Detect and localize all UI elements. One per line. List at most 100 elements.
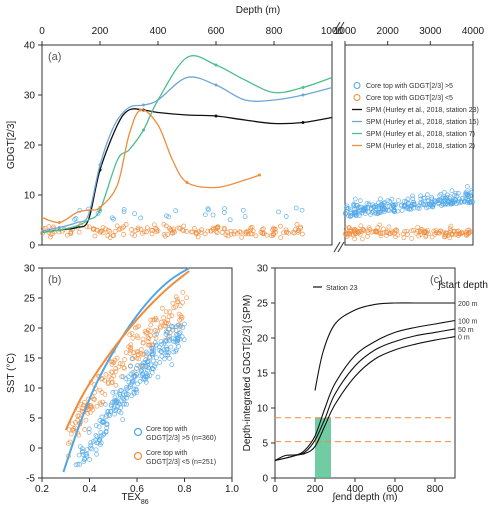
core-top-lt5-point bbox=[392, 228, 398, 234]
core-top-lt5-point bbox=[386, 224, 392, 230]
core-top-gt5-point bbox=[467, 200, 473, 206]
core-top-gt5-point bbox=[159, 341, 164, 347]
spm-line bbox=[41, 55, 333, 234]
core-top-gt5-point bbox=[395, 198, 401, 203]
core-top-lt5-point bbox=[202, 231, 208, 237]
core-top-gt5-point bbox=[399, 202, 405, 208]
core-top-lt5-point bbox=[107, 228, 113, 234]
panel-a-ylabel: GDGT[2/3] bbox=[6, 121, 17, 170]
core-top-gt5-point bbox=[424, 205, 430, 211]
core-top-gt5-point bbox=[94, 451, 99, 457]
core-top-gt5-point bbox=[149, 352, 155, 358]
core-top-lt5-point bbox=[358, 223, 364, 229]
core-top-gt5-point bbox=[369, 210, 375, 216]
core-top-lt5-point bbox=[409, 228, 414, 234]
core-top-gt5-point bbox=[93, 433, 99, 438]
legend-entry-label: Core top with bbox=[146, 450, 187, 457]
core-top-lt5-point bbox=[184, 229, 190, 234]
core-top-lt5-point bbox=[411, 227, 416, 233]
legend-marker bbox=[353, 94, 361, 101]
core-top-lt5-point bbox=[466, 230, 471, 235]
core-top-lt5-point bbox=[82, 427, 88, 432]
core-top-gt5-point bbox=[176, 343, 181, 349]
core-top-gt5-point bbox=[276, 209, 281, 215]
core-top-lt5-point bbox=[113, 366, 119, 371]
core-top-lt5-point bbox=[119, 374, 124, 380]
x-tick-label: 1.0 bbox=[225, 484, 239, 495]
core-top-lt5-point bbox=[46, 224, 52, 229]
core-top-lt5-point bbox=[181, 228, 187, 234]
core-top-lt5-point bbox=[180, 299, 186, 305]
core-top-lt5-point bbox=[140, 336, 146, 342]
core-top-gt5-point bbox=[385, 203, 391, 209]
core-top-lt5-point bbox=[146, 336, 152, 342]
legend-marker bbox=[133, 451, 143, 461]
core-top-lt5-point bbox=[174, 296, 180, 302]
x-tick-label: 0 bbox=[39, 26, 45, 37]
core-top-lt5-point bbox=[109, 380, 115, 386]
core-top-gt5-point bbox=[437, 193, 442, 199]
core-top-lt5-point bbox=[107, 235, 113, 241]
core-top-gt5-point bbox=[464, 200, 470, 206]
core-top-gt5-point bbox=[166, 214, 171, 220]
core-top-lt5-point bbox=[248, 225, 254, 231]
axis-break-marks bbox=[333, 21, 345, 253]
core-top-lt5-point bbox=[352, 236, 358, 242]
spm-marker bbox=[214, 63, 218, 67]
core-top-gt5-point bbox=[99, 414, 105, 420]
core-top-lt5-point bbox=[228, 228, 234, 234]
core-top-gt5-point bbox=[157, 347, 163, 353]
core-top-lt5-point bbox=[225, 233, 231, 239]
core-top-lt5-point bbox=[111, 373, 117, 379]
core-top-lt5-point bbox=[161, 221, 167, 227]
core-top-gt5-point bbox=[102, 401, 108, 407]
core-top-lt5-point bbox=[284, 229, 289, 235]
core-top-lt5-point bbox=[161, 315, 166, 321]
core-top-gt5-point bbox=[135, 362, 141, 368]
core-top-gt5-point bbox=[125, 392, 131, 397]
curve-label: 50 m bbox=[458, 327, 474, 334]
core-top-lt5-point bbox=[167, 309, 173, 315]
core-top-gt5-point bbox=[293, 205, 299, 211]
core-top-gt5-point bbox=[352, 212, 357, 218]
x-tick-label: 600 bbox=[387, 484, 404, 495]
core-top-gt5-point bbox=[149, 366, 155, 371]
core-top-gt5-point bbox=[111, 403, 117, 409]
core-top-lt5-point bbox=[170, 300, 176, 306]
core-top-lt5-point bbox=[105, 379, 111, 385]
core-top-lt5-point bbox=[436, 230, 442, 236]
core-top-gt5-point bbox=[447, 194, 453, 200]
panel-b-frame bbox=[41, 267, 233, 479]
core-top-lt5-point bbox=[154, 227, 160, 232]
core-top-gt5-point bbox=[435, 198, 440, 204]
x-tick-label: 1000 bbox=[334, 26, 357, 37]
core-top-lt5-point bbox=[48, 231, 54, 237]
panel-a-label: (a) bbox=[48, 51, 61, 63]
core-top-lt5-point bbox=[278, 235, 283, 240]
core-top-lt5-point bbox=[402, 228, 407, 234]
core-top-gt5-point bbox=[128, 363, 133, 369]
shaded-depth-band bbox=[315, 417, 331, 478]
core-top-gt5-point bbox=[357, 198, 363, 204]
core-top-gt5-point bbox=[411, 199, 417, 205]
core-top-gt5-point bbox=[130, 370, 136, 375]
y-tick-label: -5 bbox=[26, 474, 35, 485]
core-top-lt5-point bbox=[113, 369, 119, 374]
core-top-gt5-point bbox=[86, 426, 92, 432]
core-top-gt5-point bbox=[453, 197, 458, 203]
core-top-lt5-point bbox=[193, 230, 199, 236]
legend-entry-label: Core top with GDGT[2/3] <5 bbox=[366, 95, 453, 102]
core-top-gt5-point bbox=[80, 449, 85, 455]
core-top-gt5-point bbox=[168, 344, 174, 350]
core-top-lt5-point bbox=[132, 233, 138, 238]
core-top-gt5-point bbox=[222, 206, 227, 211]
core-top-lt5-point bbox=[177, 226, 183, 231]
core-top-gt5-point bbox=[111, 216, 116, 222]
core-top-gt5-point bbox=[158, 339, 164, 345]
core-top-gt5-point bbox=[118, 410, 124, 416]
core-top-lt5-point bbox=[117, 361, 123, 366]
panel-a: (a) Depth (m) GDGT[2/3] 0 200 400 600 800 100… bbox=[6, 5, 485, 253]
y-tick-label: 30 bbox=[257, 264, 269, 275]
spm-line bbox=[41, 76, 333, 232]
